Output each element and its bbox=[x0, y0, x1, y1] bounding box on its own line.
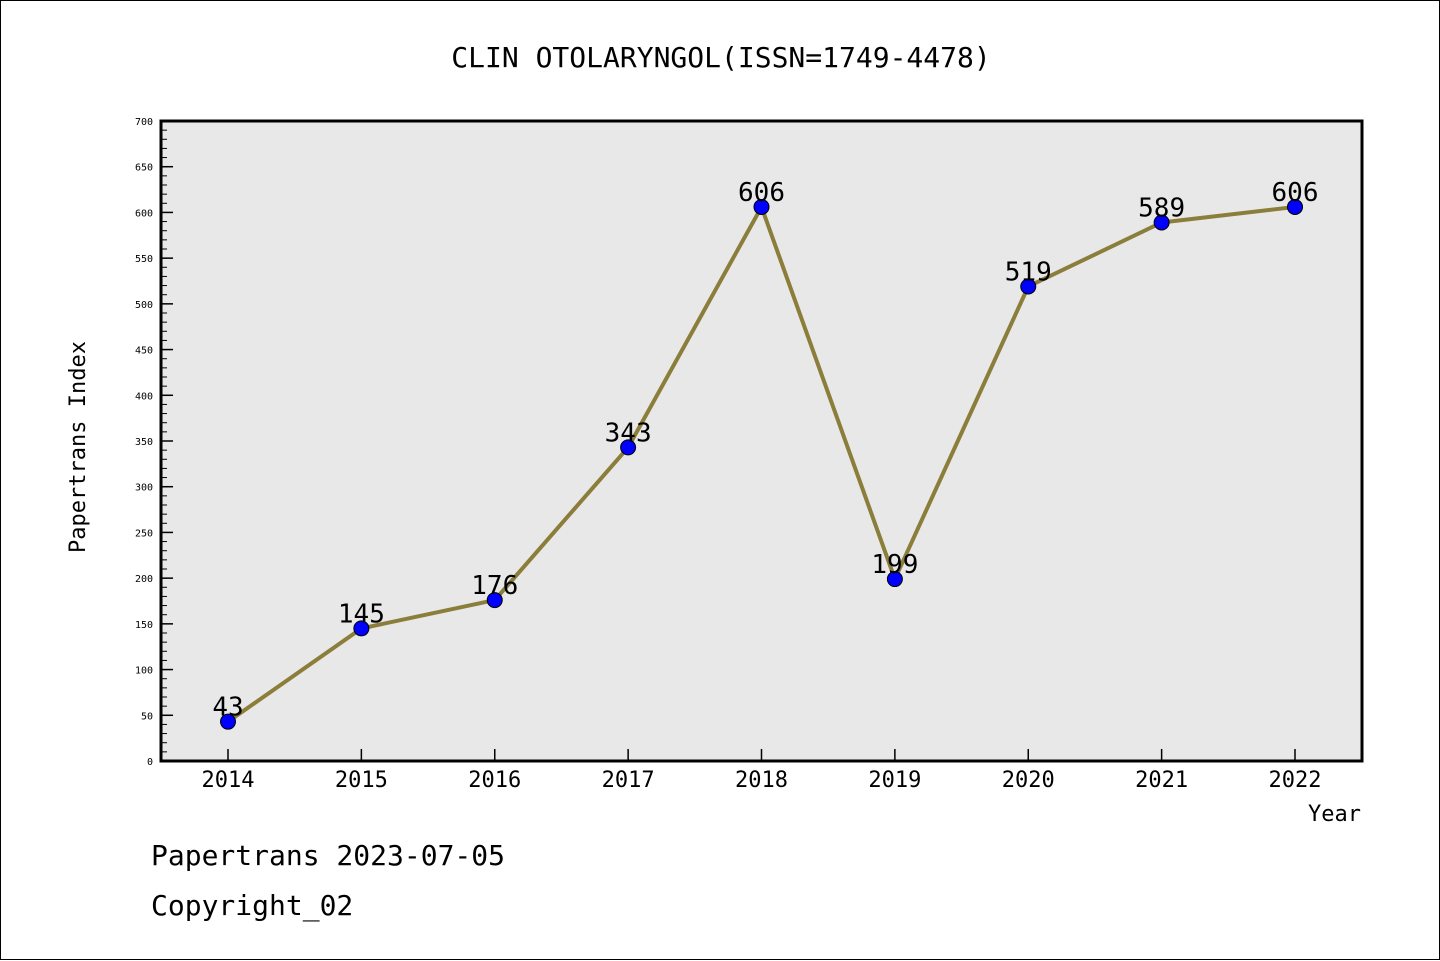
data-label: 606 bbox=[738, 178, 785, 208]
y-tick-label: 550 bbox=[135, 254, 153, 265]
data-point bbox=[1287, 198, 1303, 215]
data-point bbox=[620, 439, 637, 456]
footer-copyright: Copyright_02 bbox=[151, 889, 353, 923]
y-tick-label: 200 bbox=[135, 574, 153, 585]
x-tick-label: 2019 bbox=[868, 768, 921, 793]
data-label: 145 bbox=[338, 599, 385, 629]
data-label: 176 bbox=[471, 571, 518, 601]
y-tick-label: 600 bbox=[135, 208, 153, 219]
y-tick-label: 250 bbox=[135, 528, 153, 539]
series-layer: 43 145 176 343 606 199 519 589 606 bbox=[212, 178, 1319, 730]
data-label: 589 bbox=[1138, 193, 1185, 223]
x-tick-label: 2020 bbox=[1002, 768, 1055, 793]
data-label: 43 bbox=[212, 693, 243, 723]
y-tick-label: 450 bbox=[135, 346, 153, 357]
x-tick-label: 2021 bbox=[1135, 768, 1188, 793]
y-tick-label: 350 bbox=[135, 437, 153, 448]
y-tick-label: 100 bbox=[135, 666, 153, 677]
y-tick-label: 150 bbox=[135, 620, 153, 631]
data-point bbox=[886, 571, 903, 588]
data-label: 519 bbox=[1005, 257, 1052, 287]
y-tick-label: 50 bbox=[141, 711, 153, 722]
data-point bbox=[1153, 214, 1170, 231]
x-axis-ticks: 2014 2015 2016 2017 2018 2019 2020 2021 2022 bbox=[202, 749, 1322, 793]
x-tick-label: 2015 bbox=[335, 768, 388, 793]
data-label: 343 bbox=[605, 418, 652, 448]
data-point bbox=[1020, 278, 1037, 295]
y-tick-label: 700 bbox=[135, 117, 153, 128]
x-tick-label: 2016 bbox=[468, 768, 521, 793]
data-label: 199 bbox=[871, 550, 918, 580]
y-tick-label: 650 bbox=[135, 163, 153, 174]
y-tick-label: 400 bbox=[135, 391, 153, 402]
footer-date: Papertrans 2023-07-05 bbox=[151, 839, 505, 872]
y-tick-label: 0 bbox=[147, 757, 153, 768]
data-label: 606 bbox=[1272, 178, 1319, 208]
y-tick-label: 500 bbox=[135, 300, 153, 311]
plot-border bbox=[159, 119, 1364, 763]
x-tick-label: 2022 bbox=[1269, 768, 1322, 793]
x-tick-label: 2014 bbox=[202, 768, 255, 793]
data-point bbox=[753, 198, 770, 215]
y-tick-label: 300 bbox=[135, 483, 153, 494]
x-tick-label: 2017 bbox=[602, 768, 655, 793]
data-point bbox=[486, 592, 503, 609]
chart-title: CLIN OTOLARYNGOL(ISSN=1749-4478) bbox=[451, 41, 990, 74]
x-axis-title: Year bbox=[1308, 802, 1361, 827]
y-axis-title: Papertrans Index bbox=[66, 341, 91, 553]
x-tick-label: 2018 bbox=[735, 768, 788, 793]
data-point bbox=[353, 620, 370, 637]
data-point bbox=[220, 713, 236, 730]
